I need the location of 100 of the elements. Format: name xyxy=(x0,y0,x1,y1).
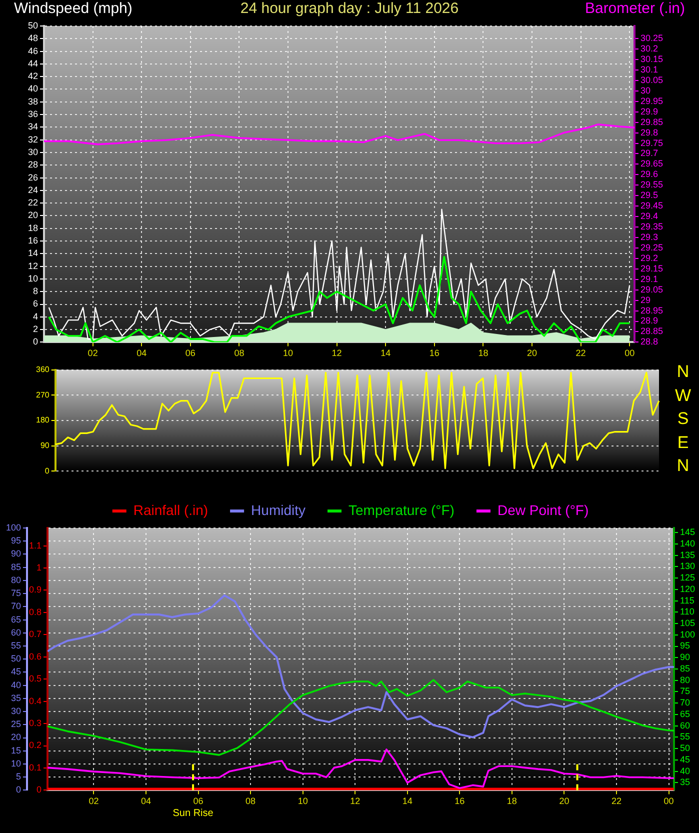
y-tick-label: 45 xyxy=(11,666,22,677)
y2-tick-label: 29.5 xyxy=(640,190,658,200)
y2-tick-label: 30.2 xyxy=(640,44,658,54)
ref-line-label: Sun Rise xyxy=(172,808,214,819)
y2-tick-label: 30.25 xyxy=(640,33,664,44)
y-tick-label: 65 xyxy=(11,614,22,624)
y-tick-label: 32 xyxy=(28,134,38,144)
y2-tick-label: 30.05 xyxy=(640,74,664,85)
y-tick-label: 50 xyxy=(11,654,22,664)
x-tick-label: 22 xyxy=(611,796,622,806)
y-tick-label: 44 xyxy=(28,58,38,68)
y-tick-label: 6 xyxy=(32,298,38,309)
y3-tick-label: 35 xyxy=(680,777,690,788)
y3-tick-label: 85 xyxy=(680,663,690,674)
y2-tick-label: 29.9 xyxy=(640,106,658,116)
y2-tick-label: 29.7 xyxy=(640,148,658,158)
y-tick-label: 10 xyxy=(28,273,38,284)
y2-tick-label: 0.2 xyxy=(29,740,42,750)
y-tick-label: 0 xyxy=(32,336,38,347)
y-tick-label: 28 xyxy=(28,160,38,170)
y2-tick-label: 29.8 xyxy=(640,127,658,138)
y-tick-label: 34 xyxy=(28,122,38,132)
y2-tick-label: 28.95 xyxy=(640,305,664,316)
y3-tick-label: 45 xyxy=(680,754,690,764)
y-tick-label: 15 xyxy=(11,745,22,756)
y2-tick-label: 30 xyxy=(640,85,650,96)
y2-tick-label: 0.3 xyxy=(29,718,42,728)
y-tick-label: 20 xyxy=(11,732,22,742)
text: E xyxy=(677,432,689,452)
y3-tick-label: 95 xyxy=(680,640,690,651)
y2-tick-label: 29.85 xyxy=(640,116,664,127)
y-tick-label: 80 xyxy=(11,574,22,585)
y-tick-label: 270 xyxy=(36,390,50,400)
y2-tick-label: 29.25 xyxy=(640,242,664,252)
y2-tick-label: 29.55 xyxy=(640,180,664,190)
y-tick-label: 40 xyxy=(11,680,22,690)
y-tick-label: 90 xyxy=(11,548,22,559)
y-tick-label: 48 xyxy=(28,33,38,44)
y-tick-label: 30 xyxy=(11,706,22,716)
x-tick-label: 20 xyxy=(526,348,538,358)
x-tick-label: 16 xyxy=(454,796,465,806)
x-tick-label: 06 xyxy=(193,796,204,806)
y-axis-title: Windspeed (mph) xyxy=(14,0,134,18)
y3-tick-label: 50 xyxy=(680,743,690,754)
y2-tick-label: 29.45 xyxy=(640,200,664,211)
y2-tick-label: 28.9 xyxy=(640,316,658,326)
y3-tick-label: 100 xyxy=(680,629,696,640)
y3-tick-label: 60 xyxy=(680,720,690,730)
chart-title: 24 hour graph day : July 11 2026 xyxy=(240,0,459,18)
legend-label: Temperature (°F) xyxy=(348,502,454,518)
y2-tick-label: 0.5 xyxy=(29,674,42,684)
y-tick-label: 85 xyxy=(11,562,22,572)
y2-tick-label: 29.35 xyxy=(640,222,664,232)
y-tick-label: 36 xyxy=(28,109,38,120)
legend-label: Humidity xyxy=(251,502,306,518)
x-tick-label: 16 xyxy=(429,348,440,358)
y-tick-label: 40 xyxy=(28,84,38,94)
y3-tick-label: 120 xyxy=(680,584,696,594)
y2-tick-label: 0.4 xyxy=(29,696,42,706)
y-tick-label: 10 xyxy=(11,758,22,768)
x-tick-label: 20 xyxy=(559,796,570,806)
y-tick-label: 42 xyxy=(28,71,38,82)
y2-tick-label: 29.95 xyxy=(640,96,664,106)
y-tick-label: 90 xyxy=(40,441,50,450)
y3-tick-label: 105 xyxy=(680,618,696,628)
x-tick-label: 04 xyxy=(136,348,147,358)
y-tick-label: 30 xyxy=(28,146,38,157)
x-tick-label: 08 xyxy=(234,348,244,358)
x-tick-label: 18 xyxy=(478,348,488,358)
y2-tick-label: 29.2 xyxy=(640,252,658,263)
y2-tick-label: 29.05 xyxy=(640,284,664,294)
x-tick-label: 02 xyxy=(88,348,98,358)
y2-tick-label: 28.8 xyxy=(640,336,658,347)
y2-tick-label: 1 xyxy=(36,562,42,572)
y-tick-label: 38 xyxy=(28,96,38,106)
y-tick-label: 360 xyxy=(36,365,50,374)
legend-label: Rainfall (.in) xyxy=(133,502,208,518)
x-tick-label: 12 xyxy=(332,348,342,358)
y-tick-label: 8 xyxy=(32,286,38,296)
y-tick-label: 180 xyxy=(36,416,50,425)
y3-tick-label: 90 xyxy=(680,652,690,662)
y-tick-label: 50 xyxy=(28,20,38,30)
text: N xyxy=(676,362,690,381)
y-tick-label: 5 xyxy=(16,772,22,782)
y3-tick-label: 145 xyxy=(680,527,696,538)
y2-tick-label: 30.15 xyxy=(640,54,664,64)
text: S xyxy=(677,409,689,428)
y2-tick-label: 0.6 xyxy=(29,651,42,662)
y-tick-label: 2 xyxy=(32,324,38,334)
y2-tick-label: 0.1 xyxy=(29,762,42,772)
x-tick-label: 06 xyxy=(185,348,196,358)
y2-tick-label: 29.3 xyxy=(640,232,658,242)
y3-tick-label: 125 xyxy=(680,572,696,583)
y2-tick-label: 29.65 xyxy=(640,158,664,169)
y-tick-label: 35 xyxy=(11,692,22,703)
x-tick-label: 22 xyxy=(576,348,586,358)
x-tick-label: 14 xyxy=(380,348,391,358)
x-tick-label: 08 xyxy=(246,796,256,806)
y3-tick-label: 40 xyxy=(680,766,690,776)
y-tick-label: 75 xyxy=(11,588,22,598)
